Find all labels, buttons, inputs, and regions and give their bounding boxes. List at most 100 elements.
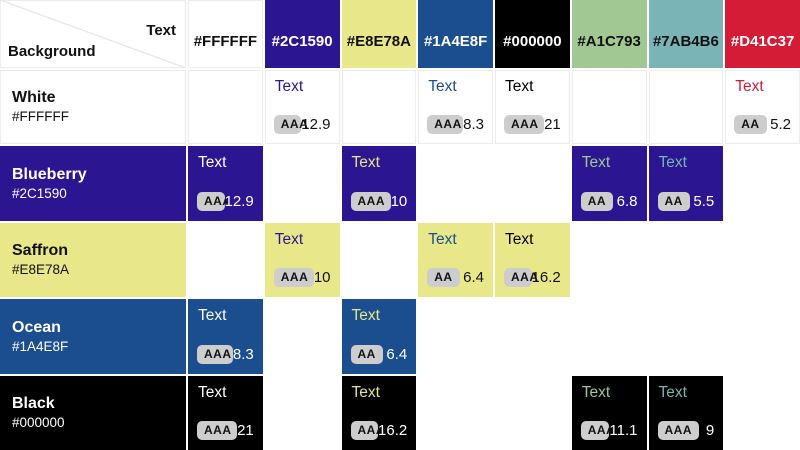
cell-text-sample: Text: [274, 230, 304, 248]
contrast-cell-black-7ab4b6: Text AAA 9: [648, 375, 724, 450]
contrast-cell-black-e8e78a: Text AAA 16.2: [341, 375, 417, 450]
empty-cell: [341, 222, 417, 298]
cell-text-sample: Text: [274, 78, 304, 95]
corner-background-label: Background: [8, 43, 96, 60]
contrast-cell-white-2c1590: Text AAA 12.9: [264, 70, 340, 145]
row-name-label: White: [12, 89, 56, 107]
empty-cell: [648, 299, 724, 374]
empty-cell: [648, 222, 724, 298]
cell-text-sample: Text: [581, 383, 611, 401]
empty-cell: [418, 146, 493, 221]
cell-badge-row: AAA 8.3: [197, 344, 254, 364]
contrast-ratio-value: 8.3: [463, 116, 484, 134]
column-header-ffffff: #FFFFFF: [188, 0, 263, 68]
cell-badge-row: AAA 12.9: [197, 191, 254, 211]
cell-badge-row: AAA 11.1: [580, 421, 638, 440]
row-hex-label: #1A4E8F: [12, 338, 69, 354]
wcag-level-badge: AA: [427, 268, 460, 288]
row-header-white: White #FFFFFF: [0, 70, 186, 145]
empty-cell: [648, 70, 724, 145]
contrast-ratio-value: 5.2: [770, 116, 791, 134]
cell-text-sample: Text: [735, 78, 764, 95]
cell-text-sample: Text: [351, 307, 380, 325]
cell-badge-row: AAA 16.2: [504, 268, 561, 288]
cell-badge-row: AAA 16.2: [350, 421, 408, 440]
contrast-cell-blueberry-e8e78a: Text AAA 10: [341, 146, 417, 221]
empty-cell: [571, 222, 647, 298]
cell-badge-row: AA 6.4: [427, 268, 484, 288]
cell-badge-row: AAA 8.3: [427, 115, 484, 135]
row-header-saffron: Saffron #E8E78A: [0, 222, 186, 298]
cell-text-sample: Text: [351, 383, 380, 401]
contrast-ratio-value: 6.8: [616, 192, 638, 210]
contrast-cell-blueberry-7ab4b6: Text AA 5.5: [648, 146, 724, 221]
contrast-cell-blueberry-ffffff: Text AAA 12.9: [188, 146, 263, 221]
contrast-ratio-value: 16.2: [378, 422, 408, 439]
empty-cell: [264, 375, 340, 450]
empty-cell: [725, 299, 800, 374]
contrast-ratio-value: 16.2: [531, 269, 561, 287]
wcag-level-badge: AAA: [350, 421, 385, 440]
empty-cell: [264, 299, 340, 374]
empty-cell: [264, 146, 340, 221]
row-hex-label: #E8E78A: [12, 262, 70, 278]
contrast-cell-white-1a4e8f: Text AAA 8.3: [418, 70, 493, 145]
cell-text-sample: Text: [658, 154, 687, 172]
contrast-ratio-value: 10: [313, 269, 331, 287]
cell-badge-row: AA 5.5: [657, 191, 715, 211]
wcag-level-badge: AAA: [273, 268, 314, 288]
contrast-ratio-value: 9: [705, 422, 715, 439]
cell-badge-row: AAA 9: [657, 421, 715, 440]
empty-cell: [188, 70, 263, 145]
contrast-cell-saffron-1a4e8f: Text AA 6.4: [418, 222, 493, 298]
cell-text-sample: Text: [505, 78, 534, 95]
column-header-1a4e8f: #1A4E8F: [418, 0, 493, 68]
row-header-ocean: Ocean #1A4E8F: [0, 299, 186, 374]
wcag-level-badge: AAA: [273, 115, 308, 135]
column-header-000000: #000000: [495, 0, 570, 68]
empty-cell: [495, 299, 570, 374]
wcag-level-badge: AA: [580, 191, 614, 211]
contrast-ratio-value: 6.4: [386, 345, 408, 363]
contrast-ratio-value: 8.3: [232, 345, 254, 363]
row-name-label: Ocean: [12, 318, 61, 336]
empty-cell: [495, 375, 570, 450]
contrast-ratio-value: 21: [544, 116, 561, 134]
row-hex-label: #000000: [12, 415, 65, 431]
contrast-cell-white-d41c37: Text AA 5.2: [725, 70, 800, 145]
wcag-level-badge: AAA: [350, 191, 391, 211]
wcag-level-badge: AAA: [580, 421, 615, 440]
empty-cell: [341, 70, 417, 145]
wcag-level-badge: AAA: [504, 115, 545, 135]
cell-text-sample: Text: [505, 230, 534, 248]
wcag-level-badge: AA: [657, 191, 690, 211]
cell-badge-row: AAA 10: [273, 268, 331, 288]
row-hex-label: #2C1590: [12, 185, 67, 201]
row-header-black: Black #000000: [0, 375, 186, 450]
contrast-cell-blueberry-a1c793: Text AA 6.8: [571, 146, 647, 221]
contrast-cell-white-000000: Text AAA 21: [495, 70, 570, 145]
wcag-level-badge: AA: [734, 115, 767, 135]
cell-text-sample: Text: [351, 154, 380, 172]
contrast-ratio-value: 10: [390, 192, 408, 210]
contrast-ratio-value: 11.1: [609, 422, 638, 439]
cell-text-sample: Text: [581, 154, 611, 172]
cell-text-sample: Text: [658, 383, 687, 401]
empty-cell: [725, 146, 800, 221]
column-header-d41c37: #D41C37: [725, 0, 800, 68]
cell-badge-row: AA 5.2: [734, 115, 791, 135]
contrast-ratio-value: 12.9: [301, 116, 331, 134]
column-header-e8e78a: #E8E78A: [341, 0, 417, 68]
contrast-ratio-value: 5.5: [693, 192, 715, 210]
empty-cell: [571, 299, 647, 374]
row-header-blueberry: Blueberry #2C1590: [0, 146, 186, 221]
row-hex-label: #FFFFFF: [12, 109, 69, 125]
cell-badge-row: AAA 21: [504, 115, 561, 135]
corner-cell: Text Background: [0, 0, 186, 68]
wcag-level-badge: AAA: [657, 421, 699, 440]
column-header-2c1590: #2C1590: [264, 0, 340, 68]
diagonal-divider: [0, 0, 186, 68]
cell-text-sample: Text: [198, 307, 227, 325]
empty-cell: [725, 222, 800, 298]
